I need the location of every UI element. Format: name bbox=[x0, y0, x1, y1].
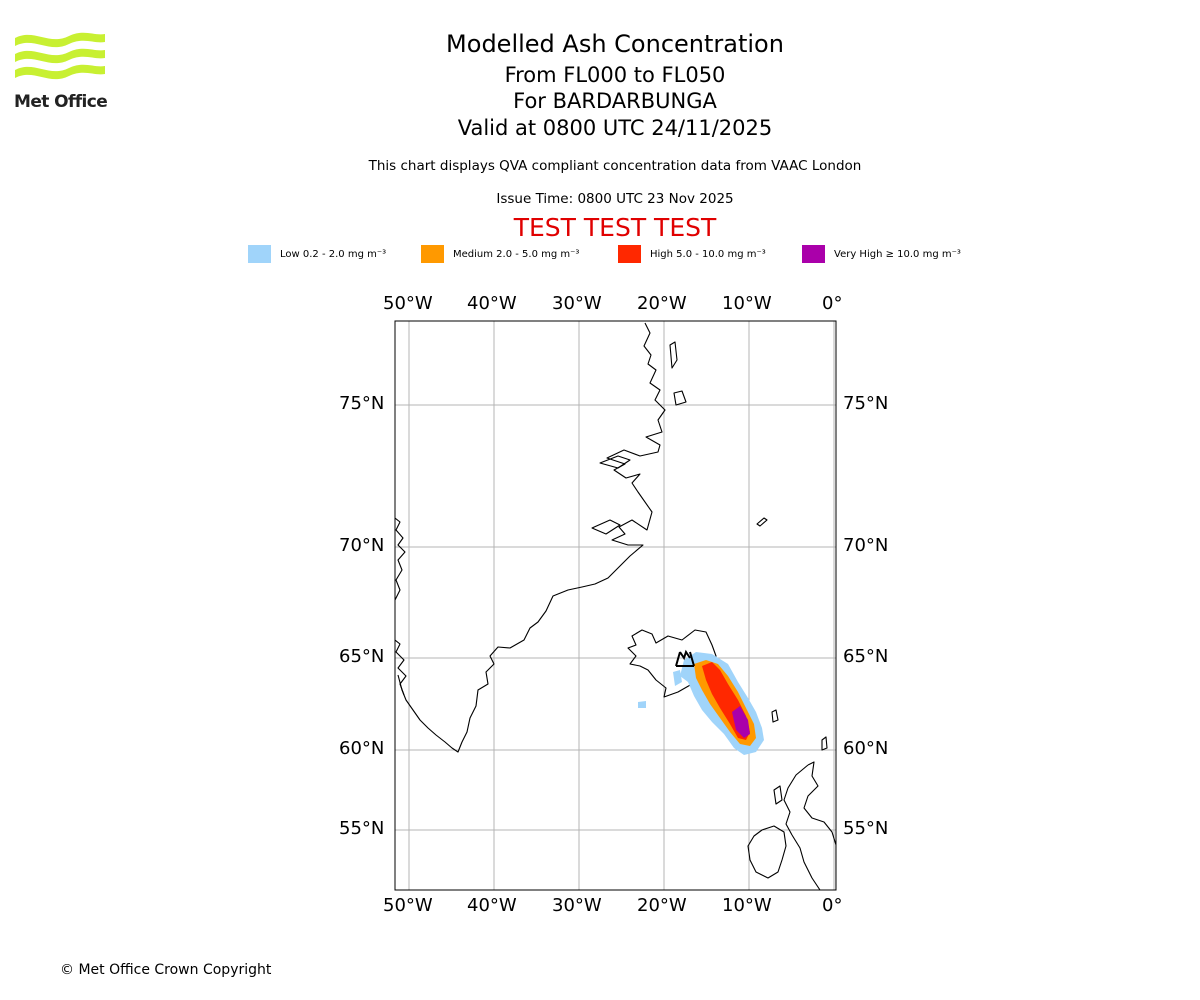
legend-swatch-high bbox=[618, 245, 641, 263]
graticule bbox=[395, 321, 836, 890]
lon-tick-top: 20°W bbox=[637, 293, 687, 314]
greenland-island-1 bbox=[669, 341, 678, 369]
lat-tick-left: 55°N bbox=[339, 818, 385, 839]
volcano-name: For BARDARBUNGA bbox=[513, 89, 717, 113]
greenland-fjord-1 bbox=[599, 455, 631, 469]
lat-tick-right: 55°N bbox=[843, 818, 889, 839]
lat-tick-right: 75°N bbox=[843, 393, 889, 414]
lon-tick-bottom: 10°W bbox=[722, 895, 772, 916]
lat-tick-right: 70°N bbox=[843, 535, 889, 556]
legend-label-low: Low 0.2 - 2.0 mg m⁻³ bbox=[280, 248, 387, 260]
issue-time: Issue Time: 0800 UTC 23 Nov 2025 bbox=[496, 191, 734, 207]
shetland bbox=[821, 736, 828, 751]
flight-levels: From FL000 to FL050 bbox=[504, 63, 726, 87]
england-west bbox=[791, 834, 821, 890]
lon-tick-top: 40°W bbox=[467, 293, 517, 314]
lon-tick-bottom: 0° bbox=[822, 895, 843, 916]
legend-swatch-very-high bbox=[802, 245, 825, 263]
scotland-west bbox=[783, 764, 809, 836]
greenland-west-coast bbox=[395, 517, 406, 601]
ash-low-spot-1 bbox=[673, 670, 682, 686]
compliance-note: This chart displays QVA compliant concen… bbox=[368, 158, 862, 174]
legend-item-low: Low 0.2 - 2.0 mg m⁻³ bbox=[248, 244, 386, 264]
volcano-icon bbox=[675, 649, 695, 667]
map-frame bbox=[394, 320, 837, 891]
lat-tick-right: 60°N bbox=[843, 738, 889, 759]
greenland-east-coast bbox=[397, 322, 666, 753]
ash-low-spot-2 bbox=[638, 701, 646, 708]
valid-time: Valid at 0800 UTC 24/11/2025 bbox=[457, 116, 773, 140]
met-office-logo: Met Office bbox=[14, 30, 109, 114]
lat-tick-left: 70°N bbox=[339, 535, 385, 556]
copyright-notice: © Met Office Crown Copyright bbox=[60, 962, 272, 978]
lat-tick-left: 60°N bbox=[339, 738, 385, 759]
lon-tick-bottom: 50°W bbox=[383, 895, 433, 916]
legend-swatch-medium bbox=[421, 245, 444, 263]
lat-tick-left: 75°N bbox=[339, 393, 385, 414]
chart-title: Modelled Ash Concentration bbox=[446, 30, 784, 58]
greenland-west-coast-south bbox=[395, 639, 407, 696]
legend-item-very-high: Very High ≥ 10.0 mg m⁻³ bbox=[802, 244, 961, 264]
test-banner: TEST TEST TEST bbox=[513, 213, 717, 242]
lon-tick-top: 50°W bbox=[383, 293, 433, 314]
greenland-island-2 bbox=[673, 390, 687, 406]
lon-tick-top: 0° bbox=[822, 293, 843, 314]
greenland-fjord-2 bbox=[591, 519, 621, 535]
lon-tick-bottom: 20°W bbox=[637, 895, 687, 916]
scotland bbox=[803, 761, 836, 890]
logo-wordmark: Met Office bbox=[14, 92, 108, 112]
lon-tick-top: 30°W bbox=[552, 293, 602, 314]
lon-tick-top: 10°W bbox=[722, 293, 772, 314]
hebrides bbox=[773, 785, 783, 805]
legend-label-high: High 5.0 - 10.0 mg m⁻³ bbox=[650, 248, 766, 260]
ireland bbox=[747, 825, 787, 879]
faroe-islands bbox=[771, 709, 779, 723]
wave-logo-icon bbox=[15, 32, 105, 80]
lon-tick-bottom: 40°W bbox=[467, 895, 517, 916]
lon-tick-bottom: 30°W bbox=[552, 895, 602, 916]
map-frame-background bbox=[395, 321, 836, 890]
ash-very-high-region bbox=[732, 706, 750, 738]
lat-tick-right: 65°N bbox=[843, 646, 889, 667]
legend-item-medium: Medium 2.0 - 5.0 mg m⁻³ bbox=[421, 244, 579, 264]
legend-label-very-high: Very High ≥ 10.0 mg m⁻³ bbox=[834, 248, 961, 260]
legend-swatch-low bbox=[248, 245, 271, 263]
legend-item-high: High 5.0 - 10.0 mg m⁻³ bbox=[618, 244, 766, 264]
legend-label-medium: Medium 2.0 - 5.0 mg m⁻³ bbox=[453, 248, 580, 260]
lat-tick-left: 65°N bbox=[339, 646, 385, 667]
coastlines bbox=[395, 322, 836, 890]
ash-plume bbox=[638, 652, 764, 755]
jan-mayen bbox=[756, 517, 768, 527]
